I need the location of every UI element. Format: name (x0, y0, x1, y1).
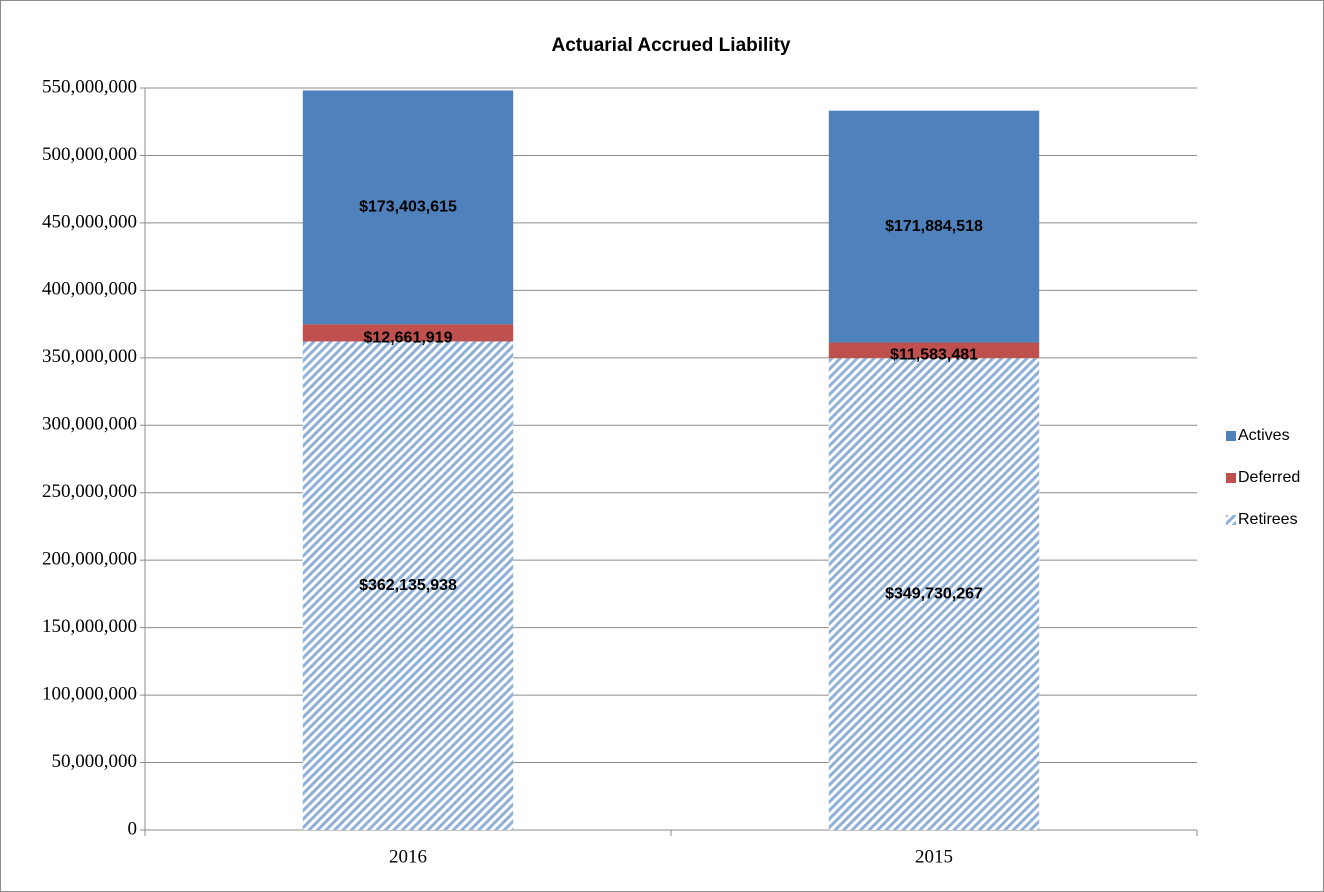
legend-swatch (1226, 515, 1236, 525)
data-label: $11,583,481 (890, 346, 978, 363)
bar-segment (828, 342, 1040, 359)
legend-swatch (1226, 431, 1236, 441)
bar-segment (302, 324, 514, 342)
legend-label: Deferred (1238, 469, 1300, 486)
data-label: $349,730,267 (885, 585, 983, 602)
data-label: $173,403,615 (359, 199, 457, 216)
y-tick-label: 200,000,000 (42, 549, 137, 570)
legend-swatch (1226, 473, 1236, 483)
x-tick-label: 2015 (915, 846, 953, 867)
chart-title: Actuarial Accrued Liability (552, 35, 791, 56)
y-tick-label: 300,000,000 (42, 414, 137, 435)
bar-segment (302, 90, 514, 325)
y-tick-label: 450,000,000 (42, 211, 137, 232)
bar-segment (828, 358, 1040, 830)
bar-segment (302, 341, 514, 830)
y-tick-label: 500,000,000 (42, 144, 137, 165)
y-tick-label: 150,000,000 (42, 616, 137, 637)
x-tick-label: 2016 (389, 846, 427, 867)
y-tick-label: 350,000,000 (42, 346, 137, 367)
data-label: $362,135,938 (359, 577, 457, 594)
y-tick-label: 50,000,000 (52, 751, 138, 772)
legend-label: Retirees (1238, 511, 1298, 528)
y-tick-label: 250,000,000 (42, 481, 137, 502)
y-tick-label: 0 (128, 818, 138, 839)
legend-label: Actives (1238, 427, 1290, 444)
y-tick-label: 100,000,000 (42, 683, 137, 704)
data-label: $171,884,518 (885, 218, 983, 235)
y-tick-label: 550,000,000 (42, 76, 137, 97)
data-label: $12,661,919 (364, 330, 453, 347)
y-tick-label: 400,000,000 (42, 279, 137, 300)
bar-segment (828, 110, 1040, 343)
